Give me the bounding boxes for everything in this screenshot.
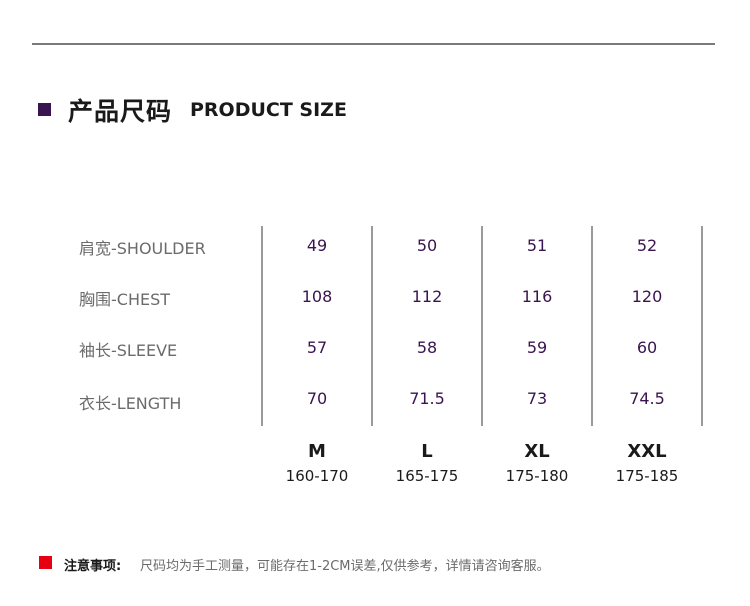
size-name-m: M	[308, 441, 326, 462]
cell-shoulder-xxl: 52	[636, 236, 658, 255]
column-divider	[701, 226, 703, 426]
top-divider	[32, 43, 715, 45]
size-height-xl: 175-180	[505, 467, 569, 485]
column-divider	[371, 226, 373, 426]
note-square-icon	[39, 556, 52, 569]
note-label: 注意事项:	[64, 559, 122, 574]
cell-chest-xl: 116	[521, 287, 553, 306]
note-text: 尺码均为手工测量，可能存在1-2CM误差,仅供参考，详情请咨询客服。	[140, 559, 550, 574]
cell-length-xl: 73	[526, 389, 548, 408]
size-height-l: 165-175	[395, 467, 459, 485]
column-divider	[591, 226, 593, 426]
size-name-l: L	[421, 441, 433, 462]
cell-chest-l: 112	[411, 287, 443, 306]
cell-shoulder-l: 50	[416, 236, 438, 255]
row-label-sleeve: 袖长-SLEEVE	[79, 341, 178, 360]
cell-shoulder-m: 49	[306, 236, 328, 255]
title-square-icon	[38, 103, 51, 116]
size-name-xl: XL	[524, 441, 550, 462]
cell-sleeve-m: 57	[306, 338, 328, 357]
cell-length-l: 71.5	[409, 389, 445, 408]
row-label-shoulder: 肩宽-SHOULDER	[79, 239, 206, 258]
column-divider	[481, 226, 483, 426]
cell-chest-xxl: 120	[631, 287, 663, 306]
cell-sleeve-xxl: 60	[636, 338, 658, 357]
cell-length-m: 70	[306, 389, 328, 408]
row-label-length: 衣长-LENGTH	[79, 394, 182, 413]
size-name-xxl: XXL	[627, 441, 667, 462]
cell-shoulder-xl: 51	[526, 236, 548, 255]
cell-sleeve-l: 58	[416, 338, 438, 357]
column-divider	[261, 226, 263, 426]
cell-sleeve-xl: 59	[526, 338, 548, 357]
page-title-en: PRODUCT SIZE	[190, 99, 347, 121]
page-title-cn: 产品尺码	[68, 97, 173, 126]
size-height-xxl: 175-185	[615, 467, 679, 485]
cell-length-xxl: 74.5	[629, 389, 665, 408]
row-label-chest: 胸围-CHEST	[79, 290, 171, 309]
cell-chest-m: 108	[301, 287, 333, 306]
size-height-m: 160-170	[285, 467, 349, 485]
